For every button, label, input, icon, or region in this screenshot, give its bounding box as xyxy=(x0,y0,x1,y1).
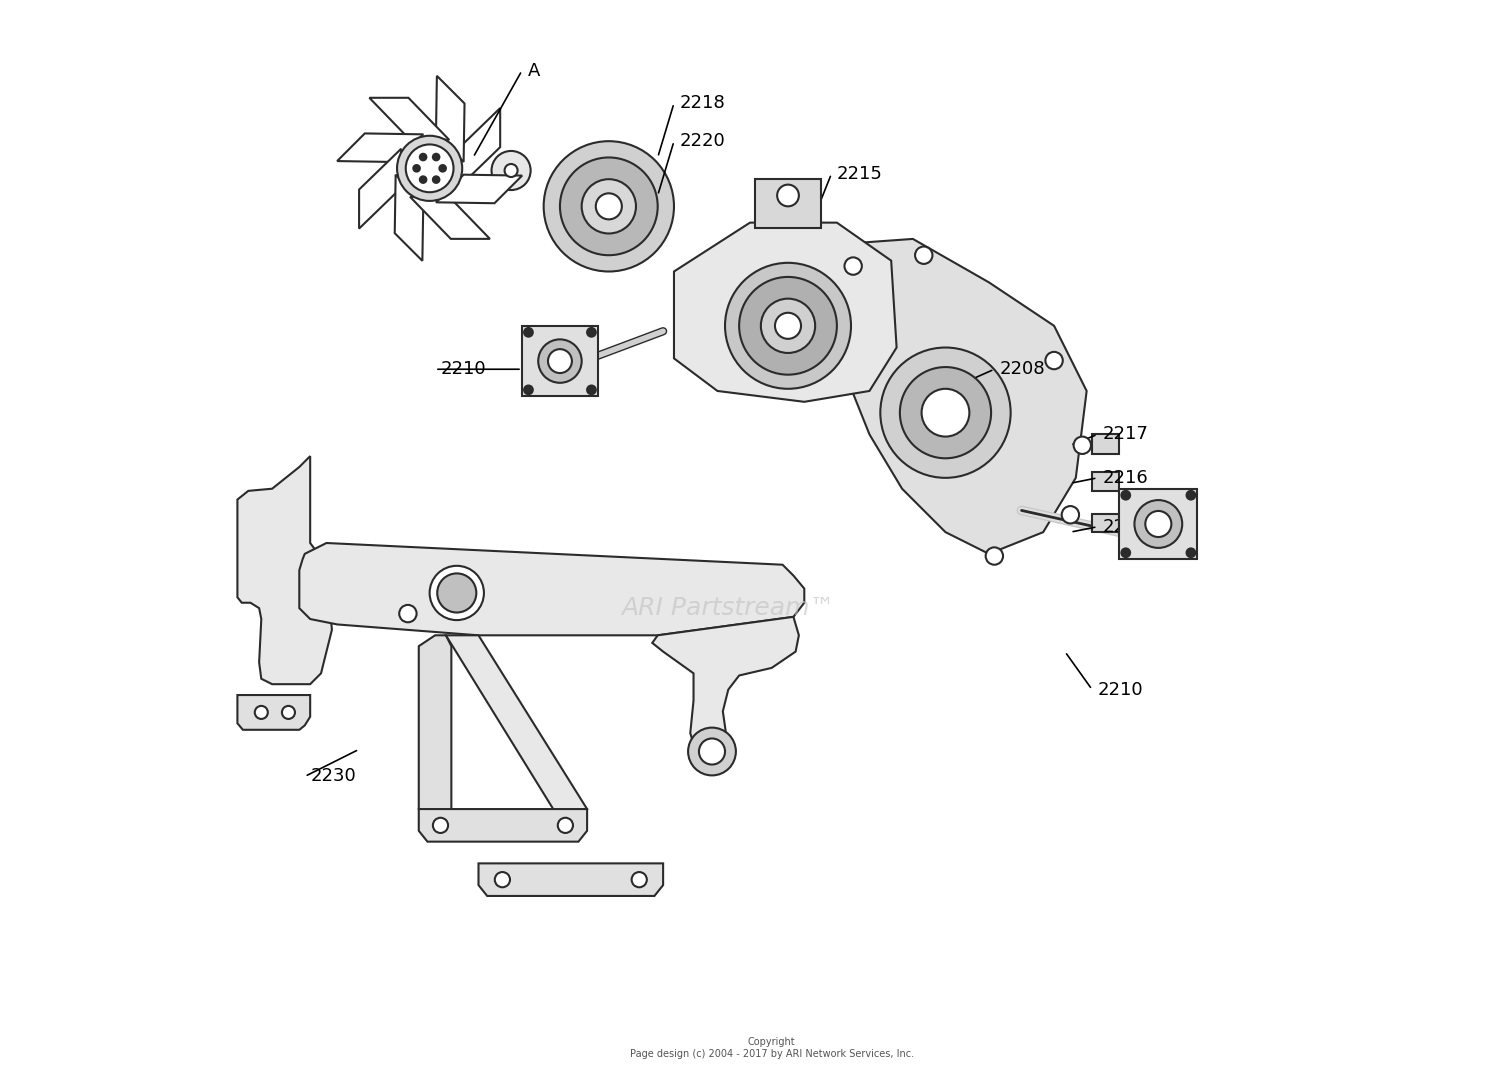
Circle shape xyxy=(538,340,582,383)
Circle shape xyxy=(405,144,453,192)
Circle shape xyxy=(632,872,646,887)
Text: A: A xyxy=(528,62,540,79)
Text: 2216: 2216 xyxy=(1102,469,1149,487)
Circle shape xyxy=(740,277,837,375)
Circle shape xyxy=(688,728,736,775)
Circle shape xyxy=(433,176,439,182)
Text: 2218: 2218 xyxy=(680,94,724,112)
Circle shape xyxy=(1146,512,1172,538)
Circle shape xyxy=(543,141,674,272)
Polygon shape xyxy=(1092,514,1119,532)
Circle shape xyxy=(586,328,596,337)
Circle shape xyxy=(1074,437,1090,454)
Circle shape xyxy=(429,566,484,620)
Circle shape xyxy=(558,818,573,833)
Circle shape xyxy=(582,179,636,233)
Circle shape xyxy=(1046,352,1064,369)
Circle shape xyxy=(776,313,801,339)
Circle shape xyxy=(699,738,724,765)
Circle shape xyxy=(255,706,268,719)
Polygon shape xyxy=(369,98,448,140)
Polygon shape xyxy=(674,223,897,402)
Circle shape xyxy=(399,605,417,622)
Polygon shape xyxy=(1092,472,1119,491)
Circle shape xyxy=(777,185,800,206)
Text: 2220: 2220 xyxy=(680,132,724,150)
Circle shape xyxy=(1186,491,1196,500)
Text: 2215: 2215 xyxy=(837,165,884,182)
Circle shape xyxy=(524,328,532,337)
Polygon shape xyxy=(696,239,1086,554)
Polygon shape xyxy=(446,635,586,820)
Bar xyxy=(756,179,820,228)
Circle shape xyxy=(414,165,420,172)
Circle shape xyxy=(921,389,969,437)
Polygon shape xyxy=(410,197,491,239)
Circle shape xyxy=(495,872,510,887)
Polygon shape xyxy=(458,109,500,188)
Circle shape xyxy=(548,350,572,374)
Text: 2210: 2210 xyxy=(1098,681,1143,698)
Circle shape xyxy=(724,263,850,389)
Circle shape xyxy=(282,706,296,719)
Circle shape xyxy=(880,348,1011,478)
Circle shape xyxy=(1062,506,1078,523)
Polygon shape xyxy=(358,149,401,229)
Text: 2246: 2246 xyxy=(1102,518,1149,535)
Circle shape xyxy=(900,367,992,458)
Text: 2210: 2210 xyxy=(441,361,486,378)
Circle shape xyxy=(433,154,439,161)
Circle shape xyxy=(1186,548,1196,557)
Circle shape xyxy=(492,151,531,190)
Circle shape xyxy=(586,386,596,394)
Polygon shape xyxy=(300,543,804,635)
Circle shape xyxy=(1134,501,1182,548)
Circle shape xyxy=(1122,491,1130,500)
Circle shape xyxy=(844,257,862,275)
Polygon shape xyxy=(419,809,586,842)
Circle shape xyxy=(440,165,446,172)
Text: 2208: 2208 xyxy=(1000,361,1045,378)
Circle shape xyxy=(986,547,1004,565)
Text: 2217: 2217 xyxy=(1102,426,1149,443)
Circle shape xyxy=(398,136,462,201)
Circle shape xyxy=(433,818,448,833)
Polygon shape xyxy=(237,456,332,684)
Circle shape xyxy=(420,176,426,182)
Bar xyxy=(522,326,599,396)
Bar xyxy=(1119,489,1197,559)
Circle shape xyxy=(560,157,657,255)
Polygon shape xyxy=(652,617,800,752)
Polygon shape xyxy=(338,134,423,162)
Polygon shape xyxy=(237,695,310,730)
Circle shape xyxy=(760,299,814,353)
Circle shape xyxy=(504,164,518,177)
Circle shape xyxy=(420,154,426,161)
Text: Copyright
Page design (c) 2004 - 2017 by ARI Network Services, Inc.: Copyright Page design (c) 2004 - 2017 by… xyxy=(630,1037,914,1059)
Text: ARI Partstream™: ARI Partstream™ xyxy=(621,596,836,620)
Circle shape xyxy=(1122,548,1130,557)
Text: 2230: 2230 xyxy=(310,768,356,785)
Polygon shape xyxy=(394,175,423,261)
Circle shape xyxy=(524,386,532,394)
Circle shape xyxy=(596,193,622,219)
Polygon shape xyxy=(1092,434,1119,454)
Circle shape xyxy=(915,247,933,264)
Polygon shape xyxy=(478,863,663,896)
Circle shape xyxy=(436,573,477,613)
Polygon shape xyxy=(436,76,465,162)
Polygon shape xyxy=(436,175,522,203)
Polygon shape xyxy=(419,635,452,820)
